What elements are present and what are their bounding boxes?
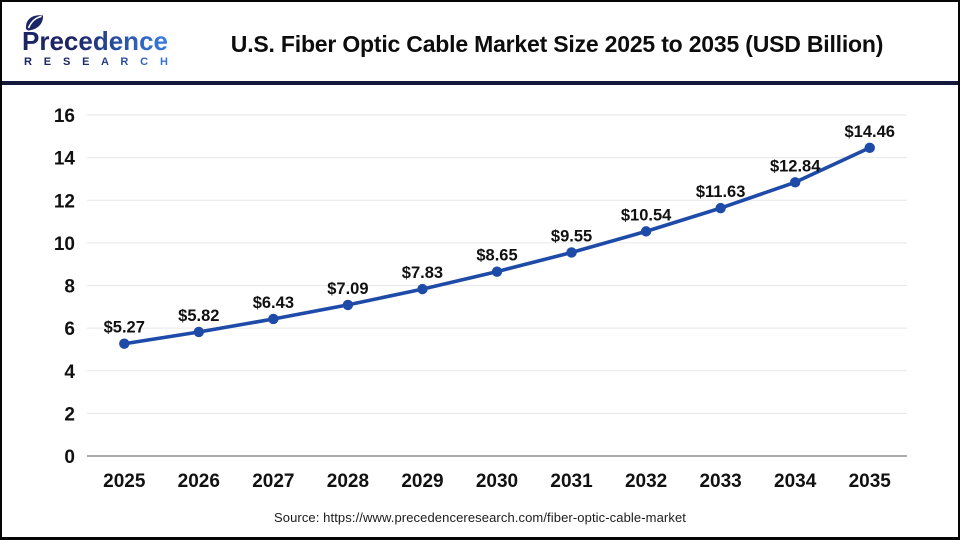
x-tick-label: 2027 <box>252 471 294 492</box>
data-point <box>491 266 503 277</box>
data-point <box>193 326 205 338</box>
page-title: U.S. Fiber Optic Cable Market Size 2025 … <box>230 30 884 57</box>
logo-graphic: Precedence R E S E A R C H <box>22 14 172 68</box>
data-point <box>268 313 279 325</box>
data-point-label: $14.46 <box>844 123 894 141</box>
x-tick-label: 2034 <box>774 471 817 492</box>
data-point-label: $7.09 <box>327 280 368 298</box>
logo-wordmark: Precedence <box>22 26 168 56</box>
x-tick-label: 2030 <box>476 471 518 492</box>
data-point-label: $10.54 <box>621 206 672 224</box>
data-point-label: $11.63 <box>696 183 746 201</box>
y-tick-label: 14 <box>54 149 76 170</box>
data-point-label: $5.82 <box>178 307 219 325</box>
data-point-label: $9.55 <box>551 227 592 245</box>
data-point-label: $12.84 <box>770 157 821 175</box>
precedence-research-logo: Precedence R E S E A R C H <box>16 13 174 74</box>
data-point-label: $5.27 <box>104 319 145 337</box>
x-tick-label: 2032 <box>625 471 667 492</box>
y-tick-label: 6 <box>64 319 75 340</box>
data-point-label: $7.83 <box>402 264 443 282</box>
header-divider <box>2 81 958 85</box>
x-tick-label: 2028 <box>327 471 369 492</box>
y-tick-label: 0 <box>64 447 75 468</box>
x-tick-label: 2031 <box>550 471 593 492</box>
y-tick-label: 16 <box>54 106 75 127</box>
source-text: Source: https://www.precedenceresearch.c… <box>273 510 687 525</box>
y-tick-label: 2 <box>64 404 75 425</box>
logo-leaf-swoosh <box>27 15 42 28</box>
data-point <box>715 202 726 214</box>
y-tick-label: 12 <box>54 191 75 212</box>
data-point <box>640 226 652 237</box>
data-point <box>417 283 428 295</box>
y-tick-label: 8 <box>64 277 75 298</box>
data-point <box>342 299 354 311</box>
chart-area: 0 2 4 6 8 10 12 14 16 2025 2026 2027 2028 2029 2030 203… <box>2 85 958 515</box>
data-point <box>864 142 875 154</box>
header: Precedence R E S E A R C H U.S. Fiber Op… <box>2 2 958 80</box>
x-tick-label: 2035 <box>849 471 892 492</box>
x-tick-label: 2033 <box>699 471 741 492</box>
x-tick-label: 2026 <box>178 471 220 492</box>
data-point <box>566 247 577 258</box>
line-chart-svg: 0 2 4 6 8 10 12 14 16 2025 2026 2027 2028 2029 2030 203… <box>54 106 907 492</box>
data-point-label: $6.43 <box>253 294 294 312</box>
x-tick-label: 2029 <box>401 471 443 492</box>
data-point <box>119 338 130 349</box>
data-point <box>789 177 801 188</box>
y-tick-label: 4 <box>64 362 75 383</box>
x-tick-label: 2025 <box>103 471 146 492</box>
y-tick-label: 10 <box>54 234 75 255</box>
data-point-label: $8.65 <box>476 247 517 265</box>
logo-subtitle: R E S E A R C H <box>24 56 172 68</box>
logo-leaf-icon <box>25 14 44 30</box>
